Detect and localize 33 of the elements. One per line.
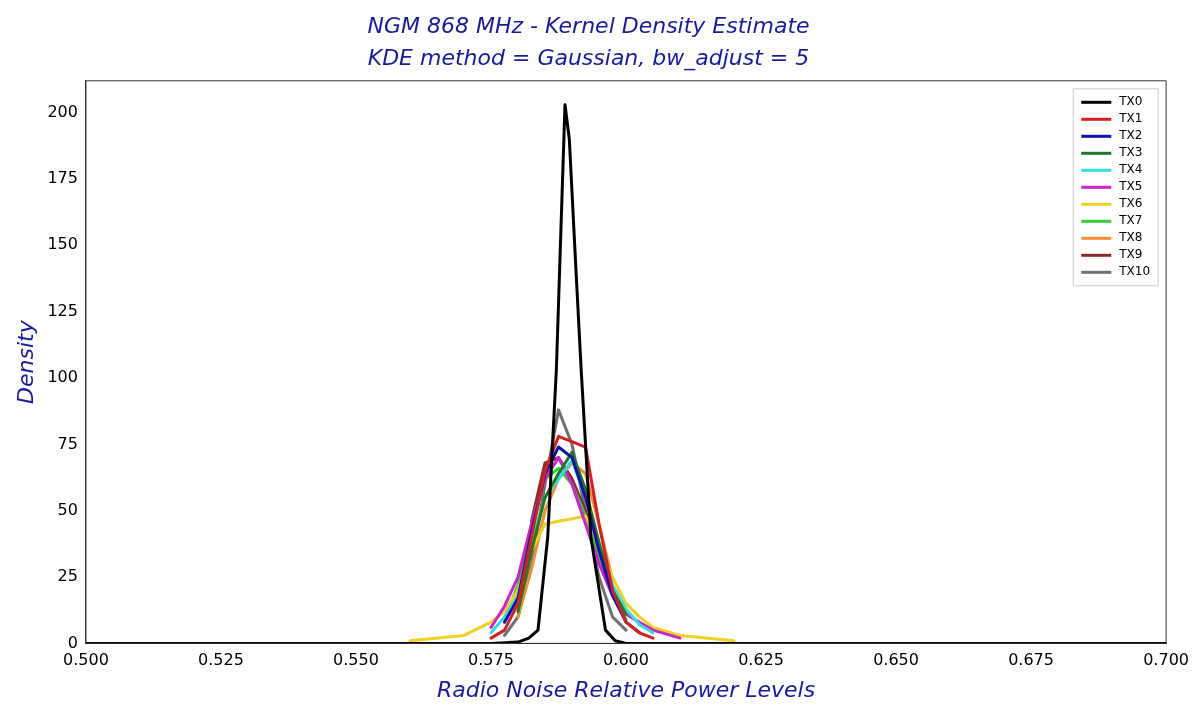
legend-label: TX8 [1118, 230, 1143, 245]
chart-title: NGM 868 MHz - Kernel Density Estimate [367, 12, 810, 38]
legend-label: TX9 [1118, 247, 1143, 262]
y-tick-label: 100 [47, 367, 78, 387]
y-tick-label: 175 [47, 168, 78, 188]
y-axis-title: Density [12, 319, 38, 404]
y-tick-label: 75 [57, 433, 78, 453]
legend-label: TX6 [1118, 196, 1143, 211]
chart-subtitle: KDE method = Gaussian, bw_adjust = 5 [367, 44, 810, 71]
y-tick-label: 0 [67, 632, 78, 652]
y-tick-label: 125 [47, 300, 78, 320]
legend-label: TX7 [1118, 213, 1143, 228]
legend-label: TX10 [1118, 264, 1151, 279]
legend-label: TX1 [1118, 111, 1143, 126]
x-tick-label: 0.675 [1008, 650, 1054, 670]
legend-label: TX3 [1118, 145, 1143, 160]
x-axis-title: Radio Noise Relative Power Levels [436, 676, 816, 702]
x-tick-label: 0.525 [198, 650, 244, 670]
x-tick-label: 0.500 [63, 650, 109, 670]
x-tick-label: 0.650 [873, 650, 919, 670]
legend-label: TX2 [1118, 128, 1143, 143]
y-tick-label: 150 [47, 234, 78, 254]
x-tick-label: 0.700 [1143, 650, 1189, 670]
x-tick-label: 0.550 [333, 650, 379, 670]
legend-label: TX5 [1118, 179, 1143, 194]
x-tick-label: 0.600 [603, 650, 649, 670]
legend-label: TX0 [1118, 94, 1143, 109]
x-tick-label: 0.625 [738, 650, 784, 670]
legend-label: TX4 [1118, 162, 1143, 177]
y-tick-label: 25 [57, 566, 78, 586]
x-tick-label: 0.575 [468, 650, 514, 670]
y-tick-label: 50 [57, 499, 78, 519]
y-tick-label: 200 [47, 101, 78, 121]
